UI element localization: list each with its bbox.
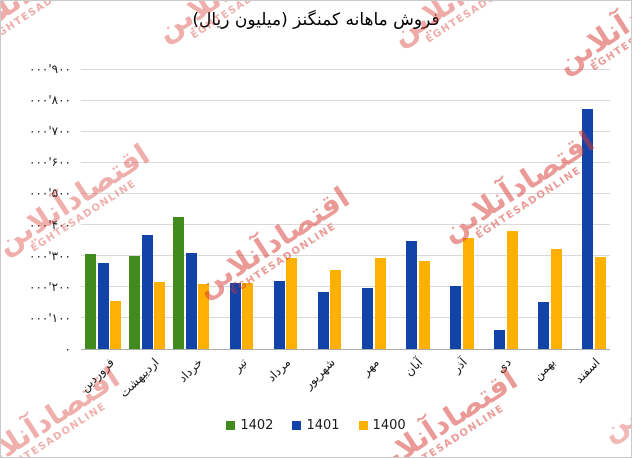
y-tick-label-700000: ۷۰۰'۰۰۰ [29, 124, 71, 139]
y-tick-label-500000: ۵۰۰'۰۰۰ [29, 186, 71, 201]
bar-1402-farvardin [85, 254, 97, 349]
gridline-200000 [81, 286, 610, 288]
watermark-fa-text: اقتصادآنلاین [435, 124, 601, 248]
gridline-800000 [81, 99, 610, 101]
y-tick-label-400000: ۴۰۰'۰۰۰ [29, 217, 71, 232]
x-label-esfand: اسفند [571, 355, 603, 386]
watermark-en-text: EGHTESADONLINE [607, 348, 631, 457]
gridline-400000 [81, 224, 610, 226]
legend-item-1401: 1401 [292, 417, 340, 433]
watermark-fa-text: اقتصادآنلاین [0, 137, 156, 261]
legend-item-1402: 1402 [226, 419, 273, 432]
x-label-khordad: خرداد [175, 355, 206, 386]
chart-title: فروش ماهانه کمنگنز (میلیون ریال) [192, 10, 440, 30]
y-tick-label-200000: ۲۰۰'۰۰۰ [29, 279, 71, 294]
bar-1400-mehr [374, 257, 386, 349]
gridline-300000 [81, 255, 610, 257]
x-label-ordibehesht: اردیبهشت [116, 355, 162, 401]
gridline-100000 [81, 317, 610, 319]
bar-1400-tir [242, 283, 254, 349]
legend-item-1400: 1400 [358, 417, 406, 433]
legend-swatch-1400 [358, 420, 368, 430]
bar-1401-aban [406, 240, 418, 349]
bar-1402-ordibehesht [129, 256, 141, 349]
x-label-mehr: مهر [358, 355, 382, 379]
gridline-700000 [81, 130, 610, 132]
x-label-mordad: مرداد [264, 355, 294, 385]
x-label-shahrivar: شهریور [301, 355, 338, 392]
gridline-600000 [81, 161, 610, 163]
legend-label-1401: 1401 [306, 417, 340, 433]
x-label-tir: تیر [229, 355, 250, 375]
x-label-azar: آذر [449, 355, 470, 376]
x-label-bahman: بهمن [530, 355, 559, 383]
bar-1401-ordibehesht [141, 235, 153, 349]
legend-swatch-1401 [292, 420, 302, 430]
gridline-900000 [81, 68, 610, 70]
y-tick-label-300000: ۳۰۰'۰۰۰ [29, 248, 71, 263]
bar-1400-azar [462, 237, 474, 349]
bar-1401-khordad [185, 253, 197, 349]
x-axis-line [81, 349, 610, 350]
bar-1400-dey [506, 231, 518, 349]
bar-1400-shahrivar [330, 270, 342, 349]
bar-1400-mordad [286, 258, 298, 349]
x-label-farvardin: فروردین [77, 355, 118, 395]
bar-1401-mordad [273, 281, 285, 349]
y-tick-label-0: ۰ [64, 342, 71, 356]
watermark-fa-text: اقتصادآنلاین [0, 360, 126, 458]
bar-1400-bahman [550, 249, 562, 349]
bar-1401-farvardin [97, 262, 109, 349]
y-tick-label-100000: ۱۰۰'۰۰۰ [29, 310, 71, 325]
y-tick-label-900000: ۹۰۰'۰۰۰ [29, 62, 71, 76]
bar-1400-esfand [594, 256, 606, 349]
bar-1402-khordad [173, 217, 185, 349]
bar-1401-bahman [538, 302, 550, 349]
bar-1401-shahrivar [317, 292, 329, 349]
x-label-aban: آبان [402, 355, 426, 379]
bar-1400-farvardin [110, 300, 122, 349]
legend: 1402 1401 1400 [1, 415, 631, 435]
bar-1401-mehr [362, 288, 374, 349]
y-tick-label-600000: ۶۰۰'۰۰۰ [29, 155, 71, 170]
bar-1400-ordibehesht [154, 282, 166, 349]
bar-1400-aban [418, 261, 430, 349]
legend-label-1402: 1402 [240, 417, 274, 433]
y-tick-label-800000: ۸۰۰'۰۰۰ [29, 93, 71, 108]
bar-1401-dey [494, 330, 506, 349]
x-label-dey: دی [493, 355, 514, 376]
gridline-500000 [81, 192, 610, 194]
legend-swatch-1402 [226, 420, 236, 430]
legend-label-1400: 1400 [372, 417, 406, 433]
bar-1401-esfand [582, 108, 594, 349]
bar-1400-khordad [198, 283, 210, 349]
bar-1401-tir [229, 283, 241, 349]
bar-1401-azar [450, 286, 462, 349]
